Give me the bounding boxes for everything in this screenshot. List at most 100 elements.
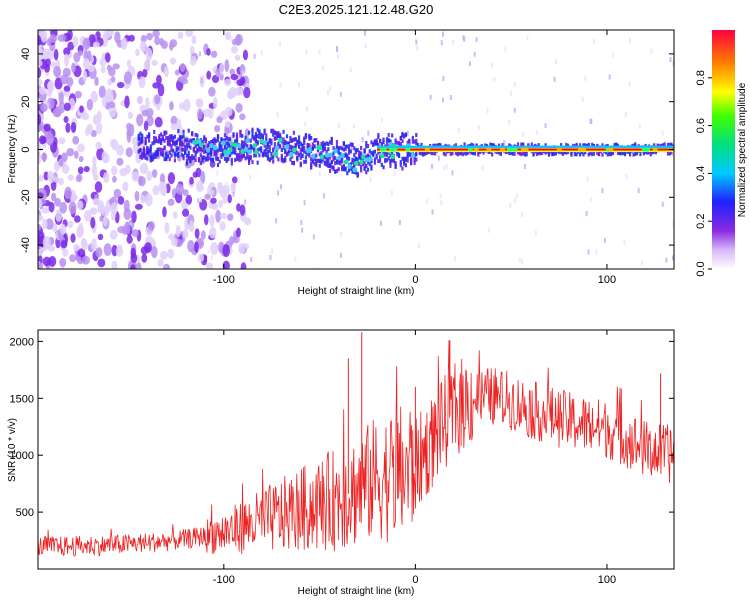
spectrogram-cell [180, 152, 183, 157]
spectrogram-ticks: -100 0 100 -40 -20 0 20 40 [20, 30, 674, 286]
spectrogram-cell [224, 59, 230, 73]
spectrogram-cell [334, 161, 337, 166]
spectrogram-cell [154, 152, 158, 157]
spectrogram-cell [181, 208, 190, 217]
spectrogram-cell [327, 158, 330, 163]
spectrogram-cell [156, 103, 161, 111]
spectrogram-cell [313, 156, 316, 161]
spectrogram-cell [219, 62, 225, 75]
spectrogram-cell [341, 159, 344, 164]
spectrogram-cell [577, 147, 583, 152]
snr-line [38, 340, 674, 557]
spectrogram-cell [310, 153, 316, 159]
spectrogram-cell [285, 134, 289, 139]
spectrogram-cell [486, 108, 489, 114]
spectrogram-cell [291, 145, 294, 150]
spectrogram-cell [230, 144, 233, 149]
spectrogram-cell [367, 156, 373, 162]
spectrogram-cell [108, 67, 116, 77]
spectrogram-cell [511, 151, 514, 156]
spectrogram-cell [201, 139, 204, 144]
spectrogram-cell [351, 157, 354, 162]
spectrogram-cell [38, 198, 43, 209]
spectrogram-cell [73, 52, 81, 63]
spectrogram-cell [178, 102, 186, 110]
spectrogram-cell [507, 147, 513, 152]
spectrogram-cell [168, 150, 171, 155]
spectrogram-cell [580, 150, 583, 155]
spectrogram-cell [260, 136, 263, 141]
spectrogram-cell [160, 141, 163, 146]
spectrogram-cell [316, 141, 320, 146]
spectrogram-cell [87, 64, 96, 73]
spectrogram-cell [634, 151, 637, 156]
spectrogram-cell [504, 150, 508, 155]
x-tick-label: 0 [412, 574, 418, 586]
spectrogram-cell [161, 148, 164, 153]
spectrogram-cell [52, 108, 61, 118]
spectrogram-cell [189, 159, 192, 164]
spectrogram-cell [342, 163, 345, 168]
spectrogram-cell [277, 143, 280, 148]
spectrogram-cell [170, 147, 173, 152]
spectrogram-cell [153, 135, 156, 140]
spectrogram-cell [97, 200, 105, 213]
spectrogram-cell [462, 35, 465, 41]
spectrogram-cell [565, 142, 568, 147]
spectrogram-cell [335, 159, 339, 164]
spectrogram-cell [306, 151, 309, 156]
spectrogram-cell [415, 138, 418, 143]
spectrogram-cell [173, 151, 177, 156]
spectrogram-cell [327, 90, 330, 96]
spectrogram-cell [287, 141, 290, 146]
spectrogram-cell [558, 150, 561, 155]
spectrogram-cell [585, 211, 588, 217]
spectrogram-cell [484, 143, 487, 148]
spectrogram-cell [304, 133, 308, 138]
spectrogram-cell [449, 151, 452, 156]
spectrogram-cell [97, 110, 102, 123]
spectrogram-cell [123, 208, 132, 220]
spectrogram-cell [58, 137, 66, 145]
spectrogram-cell [365, 144, 368, 149]
spectrogram-cell [520, 142, 523, 147]
spectrogram-cell [182, 154, 185, 159]
spectrogram-cell [672, 60, 674, 66]
spectrogram-cell [66, 220, 74, 229]
spectrogram-cell [584, 143, 587, 148]
spectrogram-cell [284, 158, 287, 163]
spectrogram-cell [137, 137, 140, 142]
spectrogram-cell [356, 148, 359, 153]
spectrogram-cell [38, 113, 42, 126]
spectrogram-cell [578, 152, 582, 157]
spectrogram-cell [261, 135, 264, 140]
y-tick-label: 40 [20, 48, 32, 60]
spectrogram-cell [322, 143, 325, 148]
spectrogram-cell [285, 151, 289, 156]
spectrogram-cell [67, 30, 73, 41]
spectrogram-cell [330, 136, 333, 141]
spectrogram-cell [170, 134, 173, 139]
spectrogram-cell [165, 156, 168, 161]
spectrogram-cell [94, 181, 103, 193]
spectrogram-cell [373, 141, 377, 146]
spectrogram-cell [575, 142, 578, 147]
spectrogram-cell [544, 143, 547, 148]
spectrogram-cell [347, 168, 351, 173]
spectrogram-cell [384, 159, 387, 164]
spectrogram-cell [214, 125, 221, 133]
spectrogram-cell [379, 153, 385, 159]
spectrogram-cell [301, 147, 304, 152]
spectrogram-cell [197, 108, 203, 120]
spectrogram-cell [139, 154, 142, 159]
spectrogram-cell [212, 96, 218, 109]
spectrogram-cell [237, 156, 240, 161]
spectrogram-cell [601, 188, 604, 194]
spectrogram-cell [249, 143, 252, 148]
spectrogram-cell [51, 192, 57, 202]
spectrogram-cell [347, 150, 351, 155]
spectrogram-cell [185, 158, 189, 163]
spectrogram-cell [335, 145, 339, 150]
spectrogram-cell [392, 159, 395, 164]
spectrogram-cell [149, 155, 152, 160]
